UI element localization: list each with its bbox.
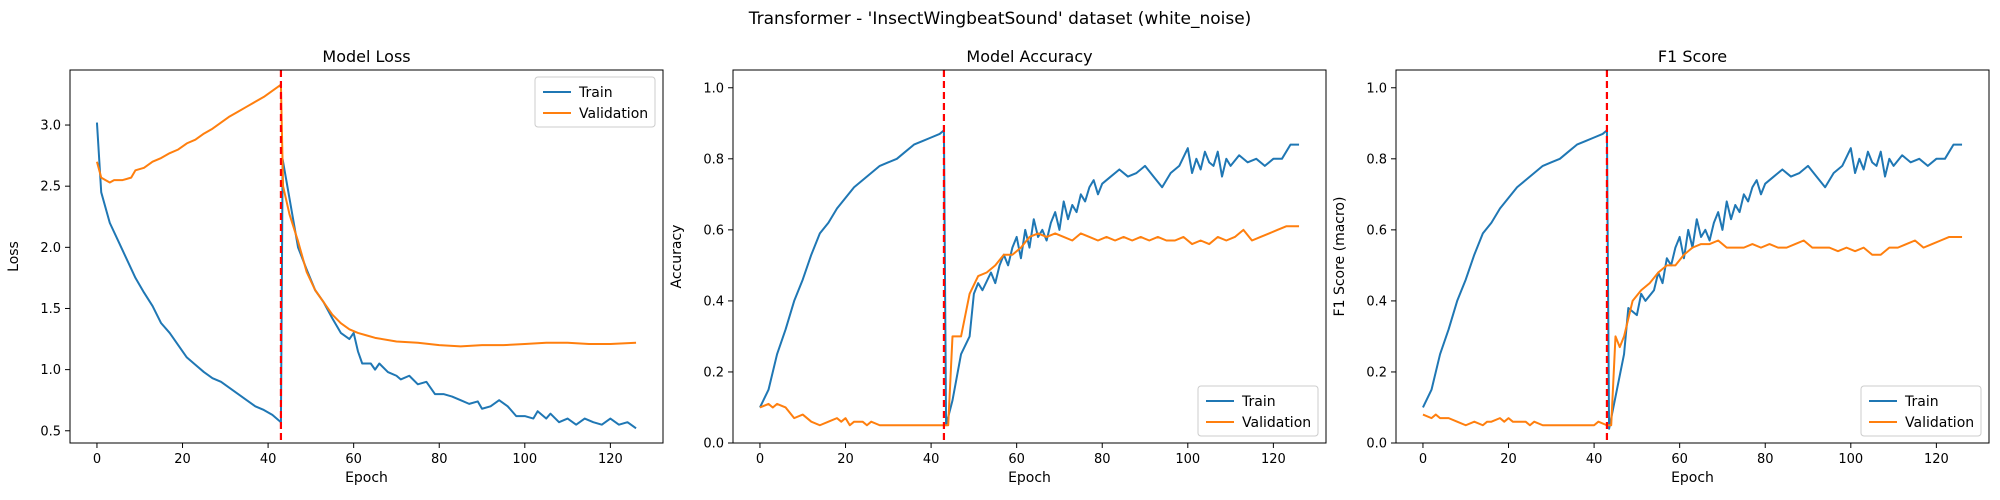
x-tick-label: 80 bbox=[1094, 452, 1111, 467]
y-axis-label: Accuracy bbox=[669, 225, 685, 289]
y-tick-label: 1.0 bbox=[703, 81, 724, 96]
panels: Model Loss 0 20 40 60 80 100 120 0.5 1.0 1.5 2.0 2.5… bbox=[6, 47, 1990, 486]
legend: Train Validation bbox=[534, 76, 656, 128]
y-tick-label: 0.0 bbox=[1366, 437, 1387, 452]
y-tick-label: 0.8 bbox=[703, 152, 724, 167]
plot-frame bbox=[1395, 69, 1990, 444]
series-line-train bbox=[1422, 129, 1963, 430]
x-tick-label: 60 bbox=[1671, 452, 1688, 467]
legend-label-validation: Validation bbox=[579, 106, 648, 122]
x-tick-label: 0 bbox=[1419, 452, 1427, 467]
y-tick-label: 2.5 bbox=[40, 180, 61, 195]
legend-label-train: Train bbox=[1241, 394, 1276, 410]
x-axis-label: Epoch bbox=[345, 470, 388, 486]
plot-frame bbox=[69, 69, 664, 444]
chart-panel-1: Model Loss 0 20 40 60 80 100 120 0.5 1.0 1.5 2.0 2.5… bbox=[6, 47, 664, 486]
x-tick-label: 120 bbox=[598, 452, 623, 467]
x-tick-label: 100 bbox=[1838, 452, 1863, 467]
series-line-train bbox=[759, 129, 1300, 427]
y-tick-label: 0.5 bbox=[40, 424, 61, 439]
chart-panel-3: F1 Score 0 20 40 60 80 100 120 0.0 0.2 0.4 0.6 0.8 1.… bbox=[1332, 47, 1990, 486]
y-tick-label: 0.4 bbox=[1366, 294, 1387, 309]
chart-title: F1 Score bbox=[1658, 47, 1727, 66]
x-tick-label: 20 bbox=[1500, 452, 1517, 467]
x-tick-label: 0 bbox=[756, 452, 764, 467]
y-tick-label: 0.0 bbox=[703, 437, 724, 452]
series-line-train bbox=[95, 122, 637, 430]
y-tick-label: 2.0 bbox=[40, 241, 61, 256]
x-tick-label: 100 bbox=[1175, 452, 1200, 467]
x-tick-label: 0 bbox=[93, 452, 101, 467]
chart-panel-2: Model Accuracy 0 20 40 60 80 100 120 0.0 0.2 0.4 0.… bbox=[669, 47, 1327, 486]
y-tick-label: 0.8 bbox=[1366, 152, 1387, 167]
y-axis-label: Loss bbox=[6, 241, 22, 272]
x-tick-label: 20 bbox=[174, 452, 191, 467]
y-tick-label: 0.4 bbox=[703, 294, 724, 309]
legend-label-train: Train bbox=[1904, 394, 1939, 410]
x-axis-label: Epoch bbox=[1671, 470, 1714, 486]
legend: Train Validation bbox=[1197, 385, 1319, 437]
y-tick-label: 0.6 bbox=[703, 223, 724, 238]
legend: Train Validation bbox=[1860, 385, 1982, 437]
y-tick-label: 0.2 bbox=[703, 365, 724, 380]
x-tick-label: 40 bbox=[1586, 452, 1603, 467]
chart-title: Model Loss bbox=[322, 47, 410, 66]
x-tick-label: 60 bbox=[1008, 452, 1025, 467]
y-tick-label: 1.5 bbox=[40, 302, 61, 317]
series-line-validation bbox=[1422, 235, 1963, 427]
x-tick-label: 120 bbox=[1924, 452, 1949, 467]
x-tick-label: 80 bbox=[1757, 452, 1774, 467]
y-axis-label: F1 Score (macro) bbox=[1332, 197, 1348, 317]
y-tick-label: 0.2 bbox=[1366, 365, 1387, 380]
legend-label-train: Train bbox=[578, 85, 613, 101]
x-tick-label: 40 bbox=[923, 452, 940, 467]
x-tick-label: 40 bbox=[260, 452, 277, 467]
figure-suptitle: Transformer - 'InsectWingbeatSound' data… bbox=[748, 9, 1252, 29]
legend-label-validation: Validation bbox=[1905, 415, 1974, 431]
legend-box bbox=[1860, 385, 1982, 437]
legend-box bbox=[1197, 385, 1319, 437]
series-line-validation bbox=[759, 225, 1300, 427]
legend-label-validation: Validation bbox=[1242, 415, 1311, 431]
y-tick-label: 0.6 bbox=[1366, 223, 1387, 238]
chart-title: Model Accuracy bbox=[966, 47, 1092, 66]
x-tick-label: 20 bbox=[837, 452, 854, 467]
plot-frame bbox=[732, 69, 1327, 444]
x-tick-label: 80 bbox=[431, 452, 448, 467]
x-tick-label: 100 bbox=[512, 452, 537, 467]
legend-box bbox=[534, 76, 656, 128]
y-tick-label: 1.0 bbox=[1366, 81, 1387, 96]
x-axis-label: Epoch bbox=[1008, 470, 1051, 486]
y-tick-label: 1.0 bbox=[40, 363, 61, 378]
x-tick-label: 60 bbox=[345, 452, 362, 467]
x-tick-label: 120 bbox=[1261, 452, 1286, 467]
y-tick-label: 3.0 bbox=[40, 119, 61, 134]
